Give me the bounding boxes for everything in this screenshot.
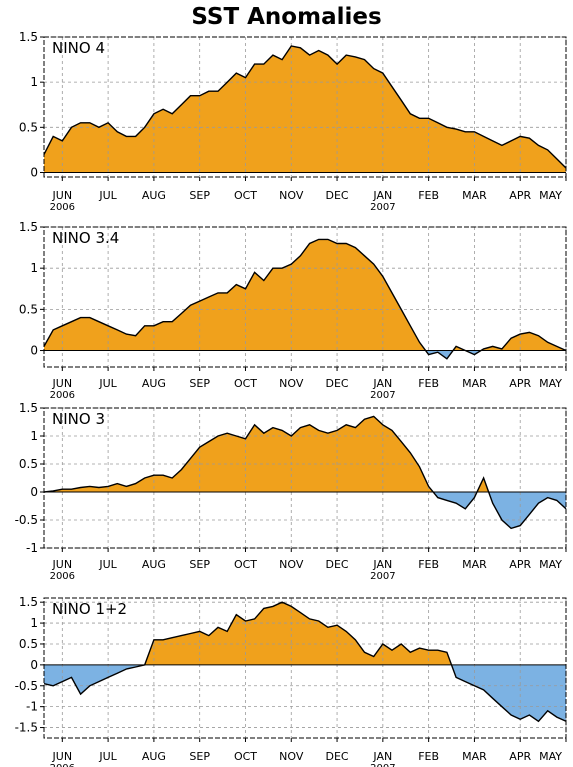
x-tick-label: MAR xyxy=(462,558,487,571)
plot-frame xyxy=(43,226,567,368)
x-tick-label: APR xyxy=(509,189,531,202)
y-tick-label: -1 xyxy=(26,700,38,714)
x-tick-label: FEB xyxy=(418,558,439,571)
x-tick-label: DEC xyxy=(325,750,348,763)
x-tick-label: FEB xyxy=(418,189,439,202)
x-tick-label: JUN xyxy=(52,558,73,571)
y-tick-label: 0.5 xyxy=(19,120,38,134)
x-tick-label: JAN xyxy=(372,750,392,763)
x-tick-label: JUN xyxy=(52,750,73,763)
y-tick-label: 1.5 xyxy=(19,30,38,44)
x-tick-label: NOV xyxy=(279,377,304,390)
x-tick-label: FEB xyxy=(418,750,439,763)
y-tick-label: 1 xyxy=(30,261,38,275)
x-tick-label: APR xyxy=(509,377,531,390)
plot-frame xyxy=(43,597,567,739)
y-tick-label: 0 xyxy=(30,344,38,358)
y-tick-label: 0.5 xyxy=(19,637,38,651)
y-tick-label: 1.5 xyxy=(19,220,38,234)
y-tick-label: 0.5 xyxy=(19,302,38,316)
positive-anomaly-area xyxy=(144,602,452,665)
panel-label: NINO 3.4 xyxy=(52,229,119,247)
x-tick-label: APR xyxy=(509,750,531,763)
positive-anomaly-area xyxy=(44,239,566,351)
x-tick-label: MAY xyxy=(539,189,562,202)
year-label: 2006 xyxy=(50,571,75,582)
x-tick-label: DEC xyxy=(325,189,348,202)
x-tick-label: FEB xyxy=(418,377,439,390)
x-tick-label: JUL xyxy=(98,189,117,202)
anomaly-line xyxy=(43,601,567,723)
plot-frame xyxy=(43,36,567,178)
year-label: 2007 xyxy=(370,202,395,213)
x-tick-label: DEC xyxy=(325,558,348,571)
year-label: 2006 xyxy=(50,202,75,213)
y-tick-label: -1.5 xyxy=(15,721,38,735)
panel-label: NINO 4 xyxy=(52,39,105,57)
x-tick-label: JUL xyxy=(98,750,117,763)
panel-label: NINO 1+2 xyxy=(52,600,127,618)
x-tick-label: OCT xyxy=(234,750,257,763)
x-tick-label: MAY xyxy=(539,750,562,763)
x-tick-label: AUG xyxy=(142,750,166,763)
positive-anomaly-area xyxy=(44,416,566,492)
x-tick-label: AUG xyxy=(142,558,166,571)
anomaly-line xyxy=(43,415,567,530)
x-tick-label: APR xyxy=(509,558,531,571)
x-tick-label: SEP xyxy=(189,377,210,390)
y-tick-label: 0.5 xyxy=(19,457,38,471)
year-label: 2007 xyxy=(370,763,395,767)
year-label: 2006 xyxy=(50,763,75,767)
x-tick-label: JAN xyxy=(372,189,392,202)
x-tick-label: NOV xyxy=(279,189,304,202)
x-tick-label: JUL xyxy=(98,377,117,390)
x-tick-label: OCT xyxy=(234,558,257,571)
x-tick-label: MAY xyxy=(539,377,562,390)
x-tick-label: DEC xyxy=(325,377,348,390)
y-tick-label: -1 xyxy=(26,541,38,555)
positive-anomaly-area xyxy=(44,46,566,173)
y-tick-label: -0.5 xyxy=(15,679,38,693)
x-tick-label: NOV xyxy=(279,558,304,571)
x-tick-label: SEP xyxy=(189,189,210,202)
negative-anomaly-area xyxy=(44,492,566,529)
y-tick-label: 1 xyxy=(30,75,38,89)
x-tick-label: JUN xyxy=(52,377,73,390)
x-tick-label: MAR xyxy=(462,189,487,202)
x-tick-label: AUG xyxy=(142,189,166,202)
y-tick-label: 1.5 xyxy=(19,401,38,415)
y-tick-label: 0 xyxy=(30,165,38,179)
year-label: 2007 xyxy=(370,390,395,401)
x-tick-label: OCT xyxy=(234,189,257,202)
plot-frame xyxy=(43,407,567,549)
x-tick-label: NOV xyxy=(279,750,304,763)
y-tick-label: -0.5 xyxy=(15,513,38,527)
x-tick-label: SEP xyxy=(189,750,210,763)
year-label: 2006 xyxy=(50,390,75,401)
x-tick-label: JAN xyxy=(372,558,392,571)
x-tick-label: MAR xyxy=(462,750,487,763)
anomaly-line xyxy=(43,238,567,360)
x-tick-label: MAR xyxy=(462,377,487,390)
x-tick-label: JUL xyxy=(98,558,117,571)
page-title: SST Anomalies xyxy=(191,4,382,30)
y-tick-label: 1 xyxy=(30,429,38,443)
x-tick-label: JAN xyxy=(372,377,392,390)
anomaly-line xyxy=(43,45,567,169)
y-tick-label: 0 xyxy=(30,658,38,672)
x-tick-label: SEP xyxy=(189,558,210,571)
y-tick-label: 1.5 xyxy=(19,595,38,609)
x-tick-label: OCT xyxy=(234,377,257,390)
y-tick-label: 0 xyxy=(30,485,38,499)
x-tick-label: MAY xyxy=(539,558,562,571)
panel-label: NINO 3 xyxy=(52,410,105,428)
x-tick-label: AUG xyxy=(142,377,166,390)
x-tick-label: JUN xyxy=(52,189,73,202)
y-tick-label: 1 xyxy=(30,616,38,630)
year-label: 2007 xyxy=(370,571,395,582)
